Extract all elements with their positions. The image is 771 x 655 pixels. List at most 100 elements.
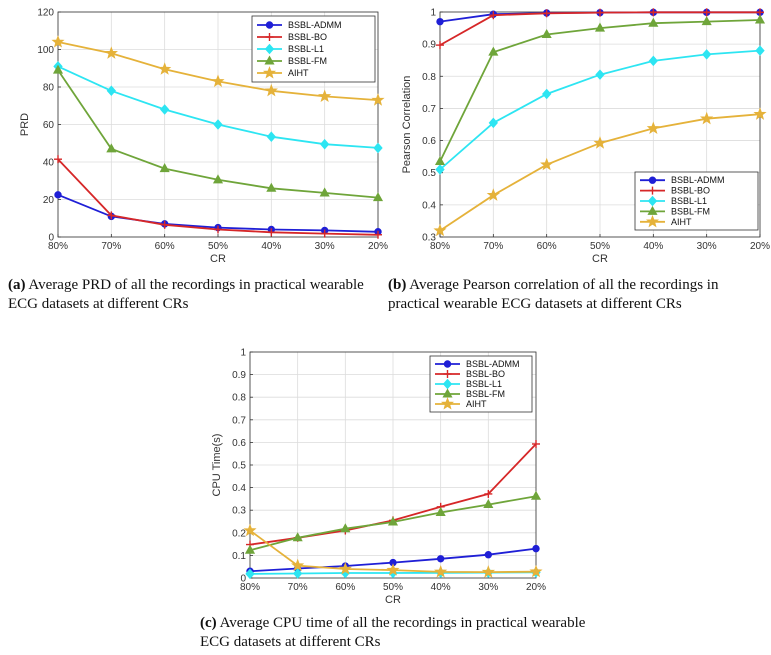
data-point xyxy=(699,111,714,125)
x-tick-label: 40% xyxy=(261,241,281,252)
y-tick-label: 0.6 xyxy=(422,136,436,147)
legend-item: BSBL-FM xyxy=(435,388,505,399)
chart-prd-svg: 80% 70% 60% 50% 40% 30% 20% 0 20 40 60 80 100 120 CR PR… xyxy=(19,8,388,266)
data-point xyxy=(648,55,659,67)
data-point xyxy=(52,64,64,74)
data-point xyxy=(542,9,551,18)
data-point xyxy=(755,45,765,56)
data-point xyxy=(106,143,117,153)
series-bsbl-bo xyxy=(54,155,382,239)
legend-label: AIHT xyxy=(466,399,487,409)
caption-c: (c) Average CPU time of all the recordin… xyxy=(200,614,600,652)
data-point xyxy=(371,93,385,106)
legend-label: AIHT xyxy=(288,68,309,78)
data-point xyxy=(488,117,499,129)
legend-item: BSBL-ADMM xyxy=(640,175,725,185)
data-point xyxy=(646,121,660,134)
legend-item: BSBL-BO xyxy=(640,186,710,196)
legend-swatch-marker xyxy=(442,388,453,398)
chart-cpu-time: 80% 70% 60% 50% 40% 30% 20% 0 0.1 0.2 0.3 0.4 0.5 0.6… xyxy=(196,342,556,608)
y-axis-label: CPU Time(s) xyxy=(211,434,223,497)
legend-label: BSBL-BO xyxy=(288,32,327,42)
x-tick-label: 20% xyxy=(526,582,546,593)
legend-label: BSBL-L1 xyxy=(466,379,502,389)
y-tick-label: 0.5 xyxy=(422,168,436,179)
data-point xyxy=(701,49,712,60)
y-tick-label: 0.4 xyxy=(422,200,436,211)
data-point xyxy=(372,192,384,202)
x-tick-label: 20% xyxy=(750,241,770,252)
legend-swatch-marker xyxy=(264,55,275,65)
series-bsbl-fm xyxy=(52,64,384,202)
chart-pearson-svg: 80% 70% 60% 50% 40% 30% 20% 0.3 0.4 0.5 0.6 0.7 0.8 0… xyxy=(401,8,770,266)
data-point xyxy=(158,62,172,75)
caption-c-text: Average CPU time of all the recordings i… xyxy=(200,615,586,650)
data-point xyxy=(243,523,257,537)
y-axis-label: Pearson Correlation xyxy=(401,76,413,174)
x-tick-label: 80% xyxy=(240,582,260,593)
data-point xyxy=(160,220,169,229)
data-point xyxy=(54,155,62,164)
data-point xyxy=(481,565,496,578)
y-tick-label: 0 xyxy=(240,574,246,585)
data-point xyxy=(484,551,493,559)
data-point xyxy=(541,88,552,100)
x-tick-label: 70% xyxy=(483,241,503,252)
legend-item: BSBL-L1 xyxy=(640,195,707,207)
data-point xyxy=(436,555,445,563)
data-point xyxy=(435,164,445,175)
y-tick-label: 0.8 xyxy=(232,393,246,404)
x-tick-label: 70% xyxy=(288,582,308,593)
data-point xyxy=(106,85,117,97)
data-point xyxy=(244,544,256,554)
x-axis-label: CR xyxy=(210,253,226,265)
data-point xyxy=(486,188,501,201)
x-tick-label: 50% xyxy=(590,241,610,252)
y-tick-label: 0.1 xyxy=(232,551,246,562)
caption-b-label: (b) xyxy=(388,277,407,293)
legend-label: BSBL-BO xyxy=(466,369,505,379)
legend-label: BSBL-ADMM xyxy=(671,175,725,185)
legend-label: BSBL-ADMM xyxy=(288,20,342,30)
x-tick-label: 80% xyxy=(48,241,68,252)
x-tick-label: 20% xyxy=(368,241,388,252)
legend-swatch-marker xyxy=(647,205,658,215)
caption-c-label: (c) xyxy=(200,615,217,631)
x-tick-label: 60% xyxy=(335,582,355,593)
legend-label: BSBL-L1 xyxy=(671,196,707,206)
data-point xyxy=(319,138,330,150)
y-tick-label: 0.6 xyxy=(232,438,246,449)
series-aiht xyxy=(243,523,543,578)
data-point xyxy=(267,228,276,237)
legend-swatch-marker xyxy=(440,397,455,410)
y-tick-label: 0.3 xyxy=(232,506,246,517)
y-tick-label: 0 xyxy=(48,233,54,244)
data-point xyxy=(291,558,305,572)
legend-label: AIHT xyxy=(671,217,692,227)
caption-b-text: Average Pearson correlation of all the r… xyxy=(388,277,719,312)
series-bsbl-l1 xyxy=(435,45,765,175)
x-tick-label: 70% xyxy=(101,241,121,252)
y-tick-label: 0.3 xyxy=(422,233,436,244)
data-point xyxy=(596,8,604,17)
legend-swatch-marker xyxy=(648,186,657,195)
data-point xyxy=(245,568,255,580)
y-tick-label: 0.9 xyxy=(422,40,436,51)
x-tick-label: 40% xyxy=(431,582,451,593)
x-axis-label: CR xyxy=(385,594,401,606)
y-tick-label: 0.9 xyxy=(232,370,246,381)
legend-item: BSBL-L1 xyxy=(257,43,324,55)
y-tick-label: 60 xyxy=(43,120,55,131)
legend-swatch-marker xyxy=(648,176,657,184)
data-point xyxy=(104,46,118,59)
x-tick-label: 80% xyxy=(430,241,450,252)
data-point xyxy=(484,489,493,498)
data-point xyxy=(212,174,224,184)
data-point xyxy=(483,499,494,509)
data-point xyxy=(159,163,170,173)
legend-swatch-marker xyxy=(262,66,277,79)
y-tick-label: 80 xyxy=(43,83,55,94)
data-point xyxy=(529,564,543,578)
legend-item: AIHT xyxy=(640,214,692,228)
